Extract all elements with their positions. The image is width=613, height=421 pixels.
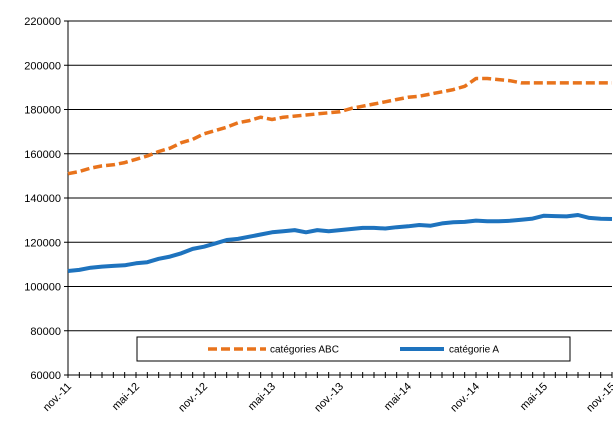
x-tick-label: nov.-15 xyxy=(584,381,613,415)
gridlines xyxy=(68,20,612,332)
y-tick-label: 80000 xyxy=(30,326,61,338)
x-axis-ticks: nov.-11 mai-12 nov.-12 mai-13 nov.-13 mai-14 n… xyxy=(41,372,613,414)
x-tick-label: nov.-12 xyxy=(176,381,210,415)
y-tick-label: 220000 xyxy=(24,16,61,28)
x-tick-label: mai-12 xyxy=(110,381,142,413)
series-line-categories-abc xyxy=(67,76,612,176)
y-axis-ticks: 60000 80000 100000 120000 140000 160000 180000… xyxy=(24,16,68,382)
x-tick-label: mai-13 xyxy=(246,381,278,413)
x-tick-label: nov.-11 xyxy=(41,381,74,414)
x-tick-label: nov.-14 xyxy=(448,381,482,415)
legend-label-categorie-a: catégorie A xyxy=(449,345,499,356)
legend-label-categories-abc: catégories ABC xyxy=(270,345,339,356)
y-tick-label: 140000 xyxy=(24,193,61,205)
y-tick-label: 160000 xyxy=(24,149,61,161)
legend: catégories ABC catégorie A xyxy=(136,336,571,362)
x-tick-label: nov.-13 xyxy=(312,381,346,415)
x-tick-label: mai-15 xyxy=(518,381,550,413)
y-tick-label: 60000 xyxy=(30,370,61,382)
y-tick-label: 200000 xyxy=(24,60,61,72)
y-tick-label: 100000 xyxy=(24,282,61,294)
series-lines xyxy=(67,76,613,273)
x-tick-label: mai-14 xyxy=(382,381,414,413)
y-tick-label: 180000 xyxy=(24,105,61,117)
series-line-categorie-a xyxy=(67,213,613,273)
y-tick-label: 120000 xyxy=(24,237,61,249)
legend-box xyxy=(136,336,571,362)
